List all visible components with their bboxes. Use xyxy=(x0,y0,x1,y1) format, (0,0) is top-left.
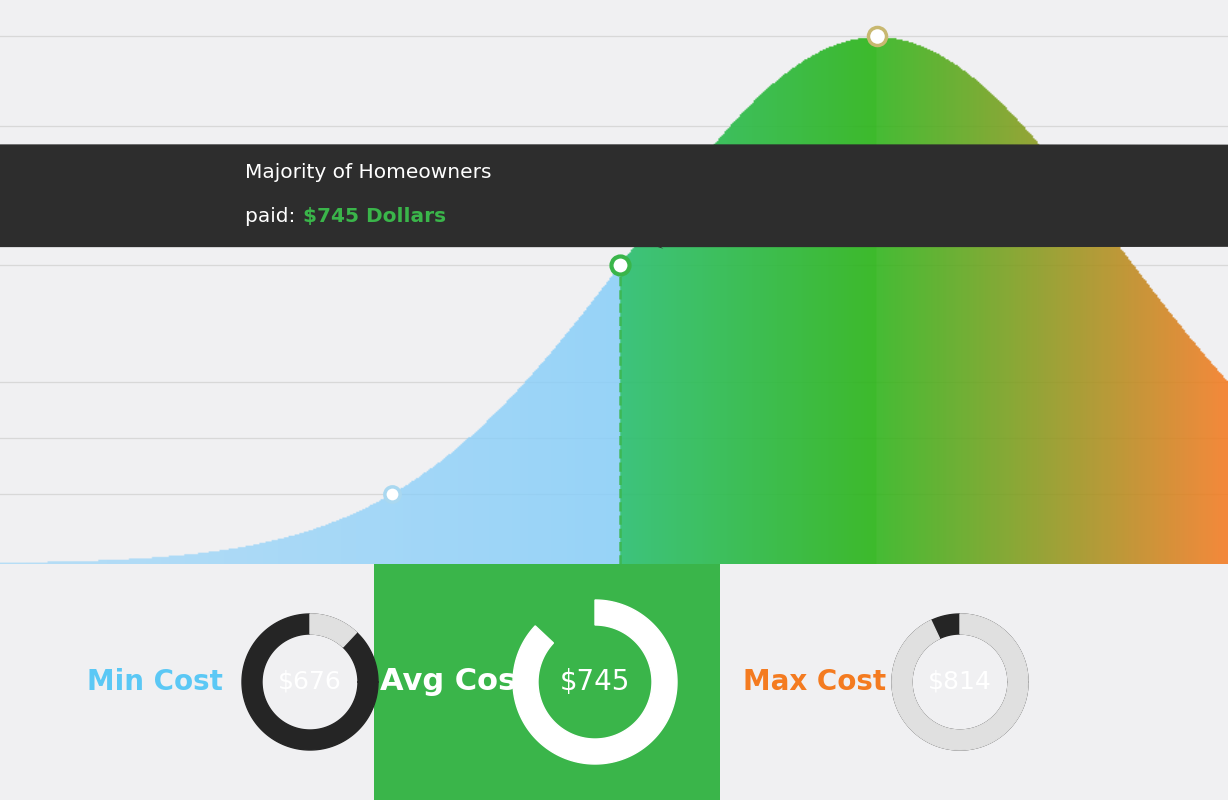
Text: Majority of Homeowners: Majority of Homeowners xyxy=(244,162,491,182)
Polygon shape xyxy=(513,600,677,764)
Text: Max Cost: Max Cost xyxy=(743,668,887,696)
Polygon shape xyxy=(242,614,378,750)
Text: $745 Dollars: $745 Dollars xyxy=(302,206,446,226)
Text: $745: $745 xyxy=(560,668,630,696)
Text: paid:: paid: xyxy=(244,206,301,226)
Text: $676: $676 xyxy=(278,670,341,694)
Polygon shape xyxy=(614,212,663,249)
Polygon shape xyxy=(513,600,677,764)
Text: Min Cost: Min Cost xyxy=(87,668,223,696)
FancyBboxPatch shape xyxy=(0,144,1228,247)
Polygon shape xyxy=(309,614,356,647)
Text: $814: $814 xyxy=(928,670,992,694)
Polygon shape xyxy=(892,614,1028,750)
Text: Avg Cost: Avg Cost xyxy=(379,667,530,697)
Polygon shape xyxy=(892,614,1028,750)
FancyBboxPatch shape xyxy=(375,526,720,800)
